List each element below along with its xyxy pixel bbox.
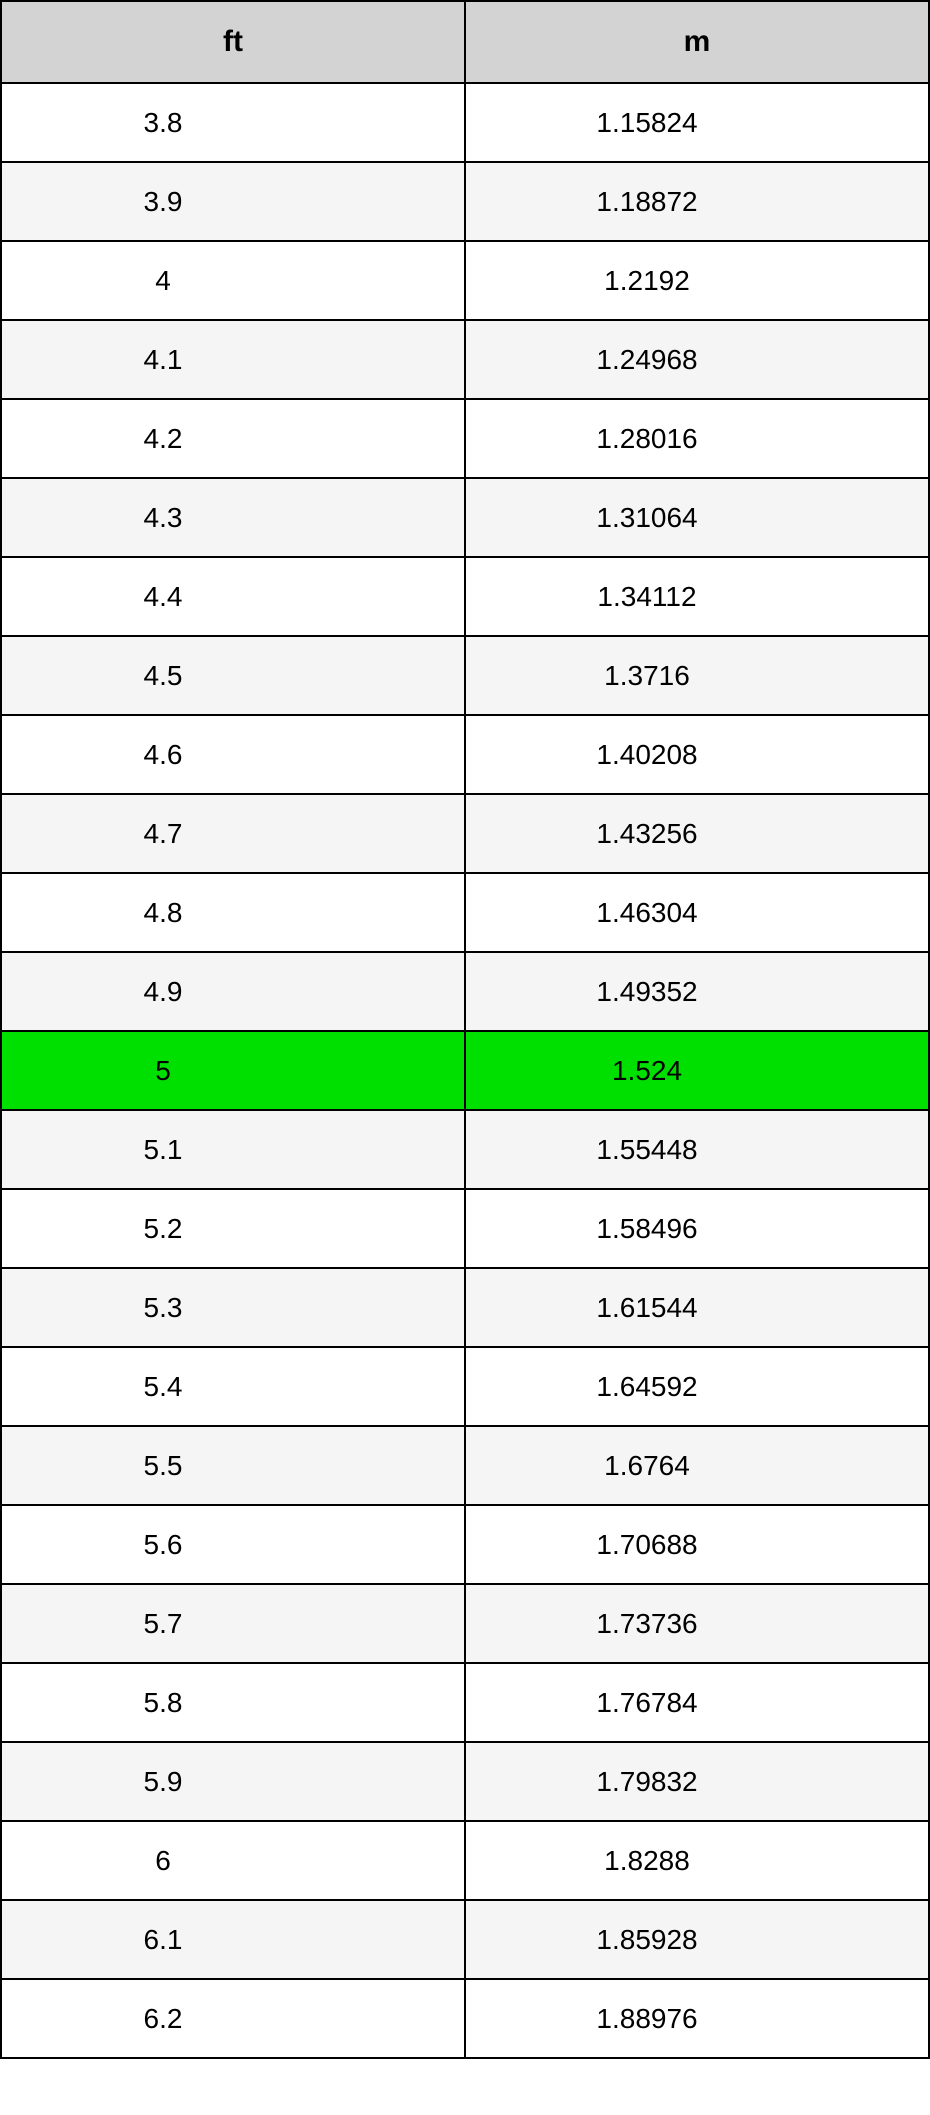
cell-m: 1.55448 <box>465 1110 929 1189</box>
table-row: 3.91.18872 <box>1 162 929 241</box>
table-row: 41.2192 <box>1 241 929 320</box>
cell-ft: 3.8 <box>1 83 465 162</box>
cell-ft: 4.1 <box>1 320 465 399</box>
cell-ft: 4.9 <box>1 952 465 1031</box>
cell-m: 1.6764 <box>465 1426 929 1505</box>
cell-m: 1.31064 <box>465 478 929 557</box>
cell-m: 1.34112 <box>465 557 929 636</box>
table-row: 4.31.31064 <box>1 478 929 557</box>
cell-m: 1.61544 <box>465 1268 929 1347</box>
cell-ft: 5 <box>1 1031 465 1110</box>
table-row: 5.71.73736 <box>1 1584 929 1663</box>
table-row: 5.81.76784 <box>1 1663 929 1742</box>
table-row: 6.11.85928 <box>1 1900 929 1979</box>
cell-ft: 6 <box>1 1821 465 1900</box>
cell-m: 1.76784 <box>465 1663 929 1742</box>
cell-ft: 3.9 <box>1 162 465 241</box>
cell-m: 1.88976 <box>465 1979 929 2058</box>
table-row: 4.41.34112 <box>1 557 929 636</box>
table-row: 5.91.79832 <box>1 1742 929 1821</box>
column-header-m: m <box>465 1 929 83</box>
cell-ft: 4.3 <box>1 478 465 557</box>
table-row: 4.71.43256 <box>1 794 929 873</box>
table-row: 5.51.6764 <box>1 1426 929 1505</box>
cell-ft: 5.7 <box>1 1584 465 1663</box>
cell-ft: 4.2 <box>1 399 465 478</box>
cell-m: 1.15824 <box>465 83 929 162</box>
cell-m: 1.18872 <box>465 162 929 241</box>
cell-m: 1.2192 <box>465 241 929 320</box>
table-row: 4.21.28016 <box>1 399 929 478</box>
cell-m: 1.70688 <box>465 1505 929 1584</box>
cell-ft: 5.3 <box>1 1268 465 1347</box>
cell-ft: 5.4 <box>1 1347 465 1426</box>
cell-ft: 5.1 <box>1 1110 465 1189</box>
cell-m: 1.524 <box>465 1031 929 1110</box>
table-row: 5.61.70688 <box>1 1505 929 1584</box>
table-row: 5.41.64592 <box>1 1347 929 1426</box>
cell-m: 1.3716 <box>465 636 929 715</box>
table-row: 4.81.46304 <box>1 873 929 952</box>
cell-m: 1.8288 <box>465 1821 929 1900</box>
cell-m: 1.49352 <box>465 952 929 1031</box>
cell-ft: 4.6 <box>1 715 465 794</box>
cell-ft: 6.2 <box>1 1979 465 2058</box>
table-row: 5.21.58496 <box>1 1189 929 1268</box>
table-row: 3.81.15824 <box>1 83 929 162</box>
cell-m: 1.58496 <box>465 1189 929 1268</box>
cell-m: 1.73736 <box>465 1584 929 1663</box>
table-row: 5.11.55448 <box>1 1110 929 1189</box>
table-row: 5.31.61544 <box>1 1268 929 1347</box>
table-row: 4.11.24968 <box>1 320 929 399</box>
cell-ft: 4.4 <box>1 557 465 636</box>
table-row: 51.524 <box>1 1031 929 1110</box>
cell-m: 1.24968 <box>465 320 929 399</box>
cell-ft: 4.8 <box>1 873 465 952</box>
cell-m: 1.28016 <box>465 399 929 478</box>
cell-ft: 4.5 <box>1 636 465 715</box>
cell-ft: 5.9 <box>1 1742 465 1821</box>
cell-m: 1.40208 <box>465 715 929 794</box>
cell-ft: 6.1 <box>1 1900 465 1979</box>
cell-ft: 5.6 <box>1 1505 465 1584</box>
table-row: 4.61.40208 <box>1 715 929 794</box>
table-row: 6.21.88976 <box>1 1979 929 2058</box>
cell-ft: 4.7 <box>1 794 465 873</box>
column-header-ft: ft <box>1 1 465 83</box>
cell-ft: 4 <box>1 241 465 320</box>
cell-ft: 5.8 <box>1 1663 465 1742</box>
conversion-table: ft m 3.81.158243.91.1887241.21924.11.249… <box>0 0 930 2059</box>
cell-ft: 5.2 <box>1 1189 465 1268</box>
table-row: 4.91.49352 <box>1 952 929 1031</box>
table-header-row: ft m <box>1 1 929 83</box>
cell-m: 1.79832 <box>465 1742 929 1821</box>
table-row: 4.51.3716 <box>1 636 929 715</box>
cell-m: 1.46304 <box>465 873 929 952</box>
cell-m: 1.85928 <box>465 1900 929 1979</box>
cell-ft: 5.5 <box>1 1426 465 1505</box>
cell-m: 1.64592 <box>465 1347 929 1426</box>
cell-m: 1.43256 <box>465 794 929 873</box>
table-row: 61.8288 <box>1 1821 929 1900</box>
